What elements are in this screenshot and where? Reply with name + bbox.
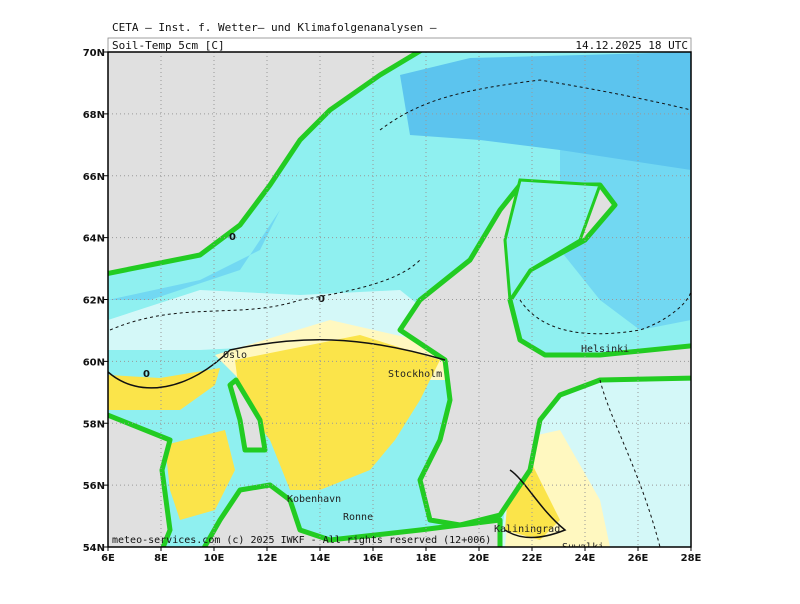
lon-tick-label: 18E <box>416 553 437 564</box>
lon-tick-label: 20E <box>469 553 490 564</box>
city-label: Kobenhavn <box>287 494 341 505</box>
lon-tick-label: 24E <box>575 553 596 564</box>
lon-tick-label: 10E <box>204 553 225 564</box>
lon-tick-label: 16E <box>363 553 384 564</box>
lat-tick-label: 58N <box>83 419 105 430</box>
lon-tick-label: 14E <box>310 553 331 564</box>
contour-label: 0 <box>143 369 150 380</box>
city-label: Kaliningrad <box>494 524 560 535</box>
lon-tick-label: 12E <box>257 553 278 564</box>
lat-tick-label: 66N <box>83 172 105 183</box>
lon-tick-label: 8E <box>154 553 168 564</box>
lon-tick-label: 6E <box>101 553 115 564</box>
lat-tick-label: 64N <box>83 234 105 245</box>
city-label: Suwalki <box>562 542 604 553</box>
lon-tick-label: 26E <box>628 553 649 564</box>
lat-tick-label: 62N <box>83 296 105 307</box>
lat-tick-label: 54N <box>83 543 105 554</box>
lon-tick-label: 22E <box>522 553 543 564</box>
lat-tick-label: 68N <box>83 110 105 121</box>
lat-tick-label: 56N <box>83 481 105 492</box>
lat-tick-label: 70N <box>83 48 105 59</box>
map-datetime: 14.12.2025 18 UTC <box>575 39 688 52</box>
city-label: Ronne <box>343 512 373 523</box>
map-area: 0 0 0 Oslo Stockholm Helsinki Kobenhavn … <box>108 52 691 553</box>
contour-label: 0 <box>318 294 325 305</box>
lon-tick-label: 28E <box>681 553 702 564</box>
city-label: Oslo <box>223 350 247 361</box>
institute-header: CETA – Inst. f. Wetter– und Klimafolgena… <box>112 21 437 34</box>
copyright-footer: meteo-services.com (c) 2025 IWKF - All r… <box>112 535 491 546</box>
city-label: Helsinki <box>581 344 629 355</box>
lat-tick-label: 60N <box>83 357 105 368</box>
map-title: Soil-Temp 5cm [C] <box>112 39 225 52</box>
city-label: Stockholm <box>388 369 442 380</box>
